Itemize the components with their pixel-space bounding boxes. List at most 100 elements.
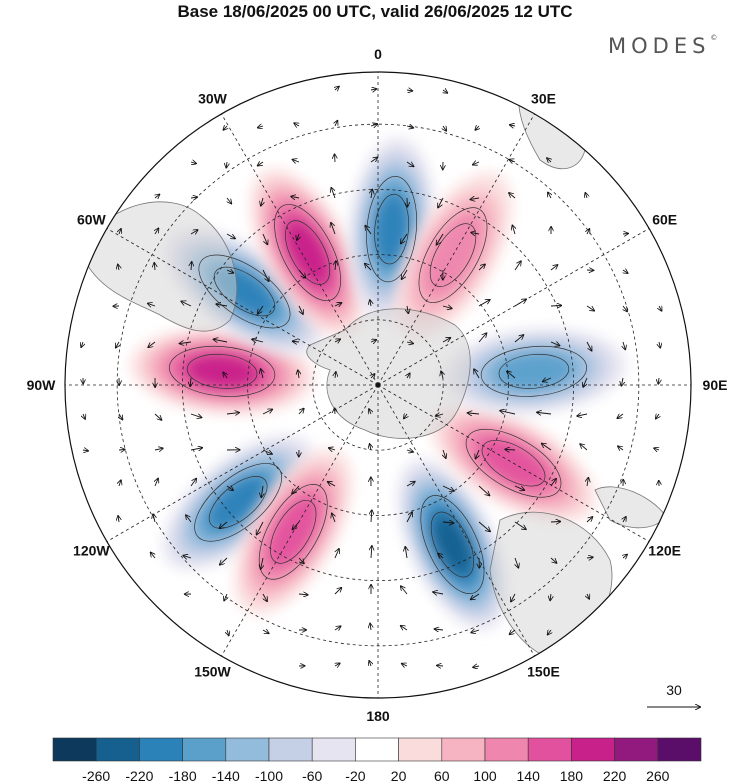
wind-vector xyxy=(257,521,264,534)
colorbar-swatch xyxy=(355,737,399,762)
wind-vector xyxy=(261,369,263,379)
wind-vector xyxy=(442,485,454,491)
anomaly-negative-indian-30e xyxy=(397,459,507,630)
contour-line xyxy=(465,428,562,498)
wind-vector xyxy=(587,594,589,599)
longitude-label-150w: 150W xyxy=(194,664,231,680)
wind-vector xyxy=(220,521,228,528)
wind-vector xyxy=(586,517,592,523)
longitude-label-120w: 120W xyxy=(73,543,110,559)
wind-vector xyxy=(510,630,516,634)
reference-vector-label: 30 xyxy=(666,682,682,698)
wind-vector xyxy=(258,162,264,166)
longitude-label-60e: 60E xyxy=(652,212,677,228)
wind-vector xyxy=(116,341,119,348)
wind-vector xyxy=(659,341,660,348)
wind-vector xyxy=(155,479,158,487)
wind-vector xyxy=(476,449,479,458)
colorbar-tick-label: -260 xyxy=(82,768,110,783)
wind-vector xyxy=(226,413,239,414)
wind-vector xyxy=(402,269,408,279)
wind-vector xyxy=(365,226,372,235)
colorbar-tick-label: 140 xyxy=(517,768,541,783)
wind-vector xyxy=(119,413,122,419)
wind-vector xyxy=(293,160,300,162)
wind-vector xyxy=(191,262,192,271)
wind-vector xyxy=(190,230,198,234)
map-border xyxy=(64,71,692,699)
anomaly-negative-south-atlantic xyxy=(162,435,314,570)
wind-vector xyxy=(370,624,371,631)
colorbar-swatch xyxy=(657,737,702,762)
contour-line xyxy=(374,193,410,265)
wind-vector xyxy=(371,374,375,378)
wind-vector xyxy=(155,194,159,198)
pole-marker xyxy=(375,382,381,388)
wind-vector xyxy=(298,557,304,563)
wind-vector xyxy=(335,87,339,90)
wind-vector xyxy=(623,270,628,273)
colorbar-tick-label: -60 xyxy=(302,768,322,783)
wind-vector xyxy=(293,341,300,342)
wind-vector xyxy=(181,301,192,307)
wind-vector xyxy=(586,557,593,558)
colorbar-tick-label: -100 xyxy=(255,768,283,783)
wind-vector xyxy=(542,443,552,451)
wind-vector xyxy=(471,233,480,234)
wind-vector xyxy=(335,372,336,379)
wind-vector xyxy=(371,546,372,559)
longitude-label-90w: 90W xyxy=(27,377,57,393)
colorbar-swatch xyxy=(484,737,529,762)
wind-vector xyxy=(442,522,453,523)
wind-vector xyxy=(514,261,521,271)
contour-line xyxy=(498,353,570,389)
colorbar-swatch xyxy=(182,737,227,762)
wind-vector xyxy=(514,485,524,490)
wind-vector xyxy=(470,198,480,199)
contour-line xyxy=(420,495,485,594)
meridian-line xyxy=(221,113,379,386)
contour-line xyxy=(274,204,341,302)
wind-vector xyxy=(550,305,561,306)
wind-vector xyxy=(370,340,376,342)
wind-vector xyxy=(586,341,592,351)
wind-vector xyxy=(148,341,156,347)
wind-vector xyxy=(623,341,625,349)
anomaly-positive-pacific-150w xyxy=(250,168,365,337)
contour-line xyxy=(270,500,317,564)
wind-vector xyxy=(180,342,192,344)
longitude-labels: 0 30E 60E 90E 120E 150E 180 150W 120W 90W 60W 30W xyxy=(27,46,728,724)
wind-vector xyxy=(404,414,407,418)
wind-vector xyxy=(226,161,227,168)
wind-vector xyxy=(262,269,269,281)
wind-vectors xyxy=(81,87,661,668)
wind-vector xyxy=(334,339,340,342)
wind-vector xyxy=(226,270,233,273)
wind-vector xyxy=(510,125,516,126)
wind-vector xyxy=(334,626,341,630)
wind-vector xyxy=(252,339,264,342)
wind-vector xyxy=(328,482,336,486)
wind-vector xyxy=(291,196,300,198)
wind-vector xyxy=(190,197,197,198)
wind-vector xyxy=(154,263,155,271)
meridian-line xyxy=(106,228,379,386)
meridian-line xyxy=(377,384,650,542)
wind-vector xyxy=(298,269,305,278)
wind-vector xyxy=(437,665,444,666)
anomaly-positive-pacific-100w xyxy=(130,328,314,414)
wind-vector xyxy=(190,414,202,418)
wind-vector xyxy=(402,664,408,666)
wind-vector xyxy=(407,373,410,378)
wind-vector xyxy=(618,446,624,450)
wind-vector xyxy=(471,630,480,633)
longitude-label-30e: 30E xyxy=(531,90,556,106)
wind-vector xyxy=(190,162,196,164)
wind-vector xyxy=(261,197,263,206)
wind-vector xyxy=(334,588,341,595)
wind-vector xyxy=(216,304,228,306)
wind-vector xyxy=(550,342,559,346)
meridian-line xyxy=(221,384,379,657)
wind-vector xyxy=(329,448,336,450)
contour-line xyxy=(194,463,283,542)
